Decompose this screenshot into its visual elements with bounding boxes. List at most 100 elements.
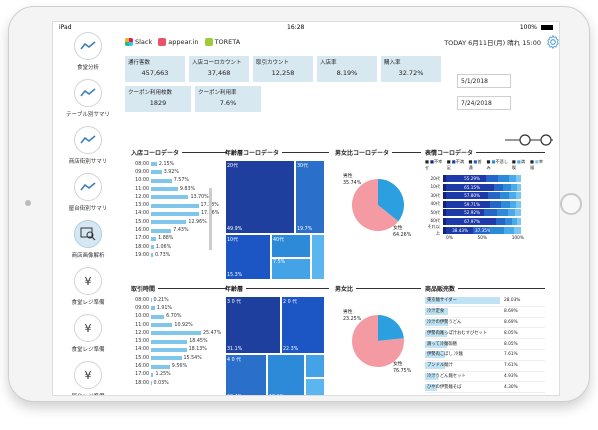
bar-row: 18:00 0.03%	[131, 379, 227, 387]
treemap-cell[interactable]: 2 0 代 22.3%	[281, 296, 325, 354]
stacked-bar-row: 30代 57.80%	[425, 192, 545, 200]
bar-category: 14:00	[135, 347, 149, 353]
range-slider[interactable]	[505, 133, 553, 147]
bar-category: 15:00	[135, 219, 149, 225]
product-name: ひやの伊勢麺そば	[427, 384, 462, 390]
axis-tick: 50%	[477, 235, 488, 241]
product-row: 冷汁うどん麺セット 4.93%	[425, 372, 545, 383]
bar	[425, 372, 439, 380]
bar-row: 15:00 15.54%	[131, 354, 227, 362]
svg-text:¥: ¥	[85, 275, 92, 288]
row-label: 20代	[430, 175, 440, 181]
bar	[151, 220, 187, 225]
pie-slice-male	[378, 315, 404, 341]
sidebar-item[interactable]: 屋台街別サマリ	[53, 173, 123, 220]
treemap-cell[interactable]: 3 0 代 31.1%	[225, 296, 281, 354]
bar-value: 1.25%	[155, 372, 171, 378]
bar-row: 11:00 10.92%	[131, 321, 227, 329]
start-date-input[interactable]: 5/1/2018	[457, 74, 511, 88]
bar-segment: 52.92%	[446, 209, 485, 217]
bar	[425, 362, 446, 370]
kpi-label: 入店コーロカウント	[192, 60, 242, 66]
bar-category: 13:00	[135, 203, 149, 209]
device-label: iPad	[59, 23, 72, 31]
scrollbar[interactable]	[209, 188, 212, 250]
bar-segment	[484, 209, 498, 217]
bar-segment	[443, 209, 447, 217]
bar	[151, 356, 182, 361]
gender-entry-panel: 男女比コーロデータ 男性 35.74% 女性 64.26%	[335, 148, 421, 257]
brand-appearin[interactable]: appear.in	[158, 38, 199, 46]
legend-entry: 幸福	[529, 159, 544, 170]
row-label: 50代	[430, 209, 440, 215]
bar-category: 13:00	[135, 339, 149, 345]
cell-value: 18.2%	[269, 395, 284, 396]
yen-icon: ¥	[74, 361, 102, 389]
today-date: TODAY 6月11日(月) 晴れ 15:00	[444, 39, 541, 47]
brand-toreta[interactable]: TORETA	[204, 38, 240, 46]
product-value: 4.93%	[504, 373, 518, 379]
treemap-cell[interactable]: 40代	[271, 234, 311, 258]
bar-category: 10:00	[135, 178, 149, 184]
bar-segment	[443, 217, 447, 225]
home-button[interactable]	[560, 193, 582, 215]
x-axis: 0% 50% 100%	[446, 236, 524, 241]
treemap-cell[interactable]: 10代 15.3%	[225, 234, 271, 280]
bar-segment	[489, 200, 501, 208]
sidebar-item[interactable]: 食堂分析	[53, 32, 123, 79]
product-row: 伊勢肉こぼし 冷麺 7.61%	[425, 350, 545, 361]
treemap-cell[interactable]	[305, 378, 325, 395]
kpi-value: 8.19%	[336, 69, 358, 77]
sidebar-item[interactable]: ¥ 食堂レジ準備	[53, 267, 123, 314]
sidebar-item[interactable]: 商店画像解析	[53, 220, 123, 267]
toreta-icon	[204, 38, 213, 46]
bar-segment	[443, 192, 447, 200]
bar-row: 17:00 1.25%	[131, 371, 227, 379]
bar-segment	[515, 209, 521, 217]
treemap-cell[interactable]	[311, 234, 325, 280]
cell-label: 20代	[227, 164, 238, 169]
product-name: 伊勢肉こぼし 冷麺	[427, 352, 463, 358]
product-name: 東京麺サイダー	[427, 298, 457, 304]
product-row: 伊勢肉尾っぽ汁おむすびセット 8.05%	[425, 328, 545, 340]
treemap-cell[interactable]: 7.5%	[271, 258, 311, 280]
pie-label: 23.25%	[343, 316, 362, 322]
kpi-card: 入店コーロカウント 37,468	[189, 56, 249, 82]
bar-value: 18.13%	[188, 347, 207, 353]
legend-item: ■不幸せ	[425, 159, 444, 171]
cell-value: 31.1%	[227, 347, 243, 352]
treemap-cell[interactable]: 20代 49.9%	[225, 160, 295, 234]
panel-title: 入店コーロデータ	[131, 148, 227, 157]
treemap-cell[interactable]: 4 0 代 20.4%	[225, 354, 267, 396]
sidebar-item[interactable]: テーブル別サマリ	[53, 79, 123, 126]
sidebar-item[interactable]: 商店街別サマリ	[53, 126, 123, 173]
end-date-input[interactable]: 7/24/2018	[457, 96, 511, 110]
cell-label: 30代	[297, 164, 308, 169]
bar-segment	[509, 192, 517, 200]
kpi-label: 通行客数	[128, 60, 151, 66]
kpi-card: 入店率 8.19%	[317, 56, 377, 82]
bar-row: 12:00 13.70%	[131, 193, 227, 201]
gear-icon[interactable]	[545, 34, 560, 50]
treemap-cell[interactable]: 30代 19.7%	[295, 160, 325, 234]
kpi-row: 通行客数 457,663 入店コーロカウント 37,468 取引カウント 12,258 入店…	[125, 56, 559, 82]
bar	[151, 195, 189, 200]
legend: ■不幸せ■不満足■普通 ■不悲しみ■満喫■幸福	[425, 159, 545, 171]
sidebar-item[interactable]: ¥ 屋台レジ準備	[53, 361, 123, 395]
treemap-cell[interactable]	[305, 354, 325, 378]
bar-segment: 57.80%	[446, 192, 489, 200]
brand-slack[interactable]: Slack	[125, 38, 152, 46]
bar	[151, 245, 154, 250]
treemap-cell[interactable]: 18.2%	[267, 354, 305, 396]
appearin-icon	[158, 38, 167, 46]
cell-value: 20.4%	[227, 395, 242, 396]
sidebar-item[interactable]: ¥ 食堂レジ準備	[53, 314, 123, 361]
bar-value: 3.92%	[163, 169, 179, 175]
legend-entry: 不幸せ	[425, 159, 443, 170]
bar-value: 10.92%	[174, 322, 193, 328]
bar-segment: 65.15%	[446, 183, 494, 191]
kpi-card: クーポン利用枚数 1829	[125, 86, 191, 112]
bar-segment	[511, 183, 517, 191]
clock: 16:28	[287, 23, 305, 31]
